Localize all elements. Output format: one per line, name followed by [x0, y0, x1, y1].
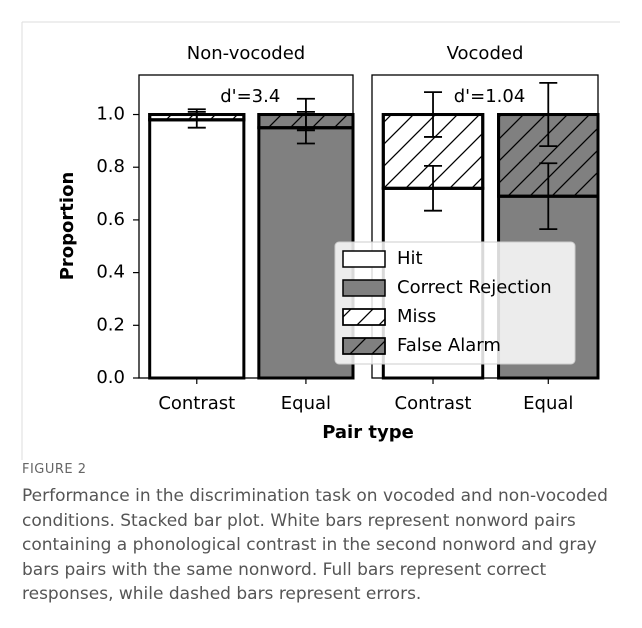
x-tick-label: Contrast	[158, 393, 235, 414]
error-bar	[424, 164, 443, 212]
y-tick-label: 0.4	[96, 262, 125, 283]
legend-swatch	[342, 279, 386, 297]
x-axis-label: Pair type	[322, 422, 414, 443]
legend-label: Miss	[397, 306, 436, 327]
legend-label: False Alarm	[397, 335, 501, 356]
y-tick-label: 0.8	[96, 156, 125, 177]
y-tick-label: 1.0	[96, 104, 125, 125]
legend-swatch	[342, 250, 386, 268]
y-tick-label: 0.6	[96, 209, 125, 230]
annotation: d'=3.4	[220, 86, 280, 107]
error-bar	[296, 97, 315, 132]
bar-segment	[148, 118, 246, 380]
chart: Proportion Pair type 0.0 0.2 0.4 0.6 0.8 1.0 N…	[21, 21, 620, 460]
caption-label: FIGURE 2	[22, 462, 87, 477]
error-bar	[424, 91, 443, 138]
y-axis-label: Proportion	[57, 172, 78, 281]
legend-box	[334, 241, 576, 365]
caption-text: Performance in the discrimination task o…	[22, 486, 608, 604]
axes-frame	[138, 74, 354, 379]
annotation: d'=1.04	[454, 86, 526, 107]
y-tick-label: 0.2	[96, 314, 125, 335]
panel-title: Vocoded	[447, 43, 524, 64]
panel-title: Non-vocoded	[187, 43, 305, 64]
error-bar	[539, 162, 558, 231]
y-tick-label: 0.0	[96, 367, 125, 388]
error-bar	[187, 108, 206, 121]
legend-hatch	[342, 337, 386, 355]
x-tick-label: Contrast	[395, 393, 472, 414]
x-tick-label: Equal	[281, 393, 331, 414]
x-tick-label: Equal	[523, 393, 573, 414]
legend-label: Hit	[397, 248, 423, 269]
legend-label: Correct Rejection	[397, 277, 552, 298]
axes-frame	[371, 74, 599, 379]
error-bar	[539, 82, 558, 148]
legend-hatch	[342, 308, 386, 326]
